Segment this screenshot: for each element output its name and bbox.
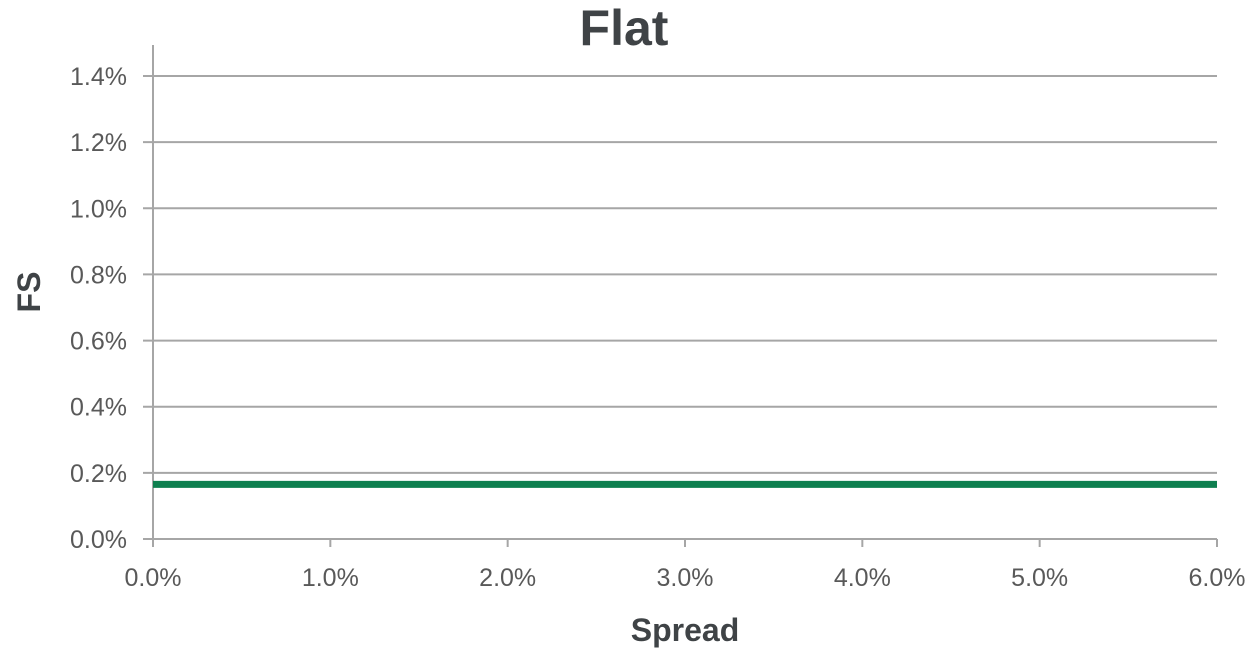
x-tick-label: 3.0% [657, 564, 714, 592]
y-tick-label: 0.2% [70, 460, 127, 488]
x-axis-label: Spread [631, 612, 739, 648]
y-tick-labels: 0.0% 0.2% 0.4% 0.6% 0.8% 1.0% 1.2% 1.4% [70, 63, 127, 554]
gridlines [143, 75, 1218, 547]
x-tick-labels: 0.0% 1.0% 2.0% 3.0% 4.0% 5.0% 6.0% [125, 564, 1246, 592]
x-tick-label: 2.0% [479, 564, 536, 592]
chart-title: Flat [580, 0, 669, 56]
y-tick-label: 0.0% [70, 526, 127, 554]
x-tick-label: 0.0% [125, 564, 182, 592]
y-tick-label: 0.4% [70, 394, 127, 422]
y-tick-label: 0.6% [70, 328, 127, 356]
y-tick-label: 1.2% [70, 129, 127, 157]
x-tick-label: 6.0% [1189, 564, 1246, 592]
y-tick-label: 0.8% [70, 261, 127, 289]
x-tick-label: 5.0% [1011, 564, 1068, 592]
x-tick-label: 4.0% [834, 564, 891, 592]
y-tick-label: 1.0% [70, 195, 127, 223]
y-tick-label: 1.4% [70, 63, 127, 91]
y-axis-label: FS [11, 272, 47, 313]
x-tick-label: 1.0% [302, 564, 359, 592]
